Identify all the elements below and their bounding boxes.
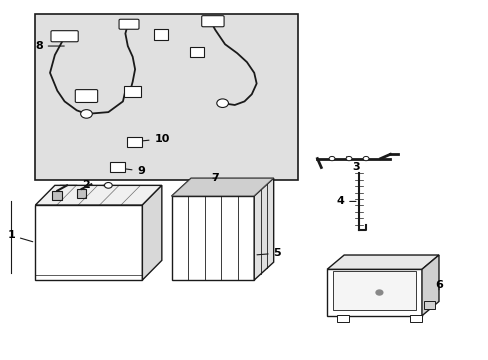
Circle shape [346, 157, 351, 161]
Polygon shape [421, 255, 438, 316]
Text: 3: 3 [346, 157, 359, 172]
Bar [77, 189, 86, 198]
Circle shape [81, 110, 92, 118]
Polygon shape [254, 178, 273, 280]
Text: 2: 2 [60, 180, 90, 190]
Polygon shape [142, 185, 162, 280]
Text: 9: 9 [115, 166, 145, 176]
Text: 6: 6 [434, 280, 442, 291]
FancyBboxPatch shape [126, 138, 142, 147]
FancyBboxPatch shape [124, 86, 141, 97]
Text: 1: 1 [7, 230, 33, 242]
Bar [409, 315, 421, 322]
FancyBboxPatch shape [153, 29, 167, 40]
FancyBboxPatch shape [119, 19, 139, 29]
Polygon shape [326, 255, 438, 269]
Circle shape [216, 99, 228, 108]
FancyBboxPatch shape [75, 90, 98, 103]
Text: 7: 7 [211, 173, 219, 183]
Bar [336, 315, 348, 322]
Bar [171, 196, 254, 280]
Text: 10: 10 [132, 134, 169, 144]
Bar [332, 271, 415, 310]
Text: 4: 4 [336, 197, 355, 206]
Circle shape [104, 183, 112, 188]
Text: 8: 8 [35, 41, 64, 51]
Polygon shape [35, 185, 162, 205]
FancyBboxPatch shape [201, 16, 224, 27]
FancyBboxPatch shape [51, 31, 78, 42]
Circle shape [375, 290, 382, 295]
Bar [424, 301, 434, 309]
Circle shape [363, 157, 368, 161]
Bar [35, 14, 297, 180]
Bar [35, 205, 142, 280]
FancyBboxPatch shape [190, 47, 203, 58]
FancyBboxPatch shape [110, 162, 125, 172]
Bar [52, 191, 62, 200]
Bar [326, 269, 421, 316]
Text: 5: 5 [257, 248, 281, 258]
Polygon shape [171, 178, 273, 196]
Circle shape [328, 157, 334, 161]
Polygon shape [171, 178, 273, 196]
